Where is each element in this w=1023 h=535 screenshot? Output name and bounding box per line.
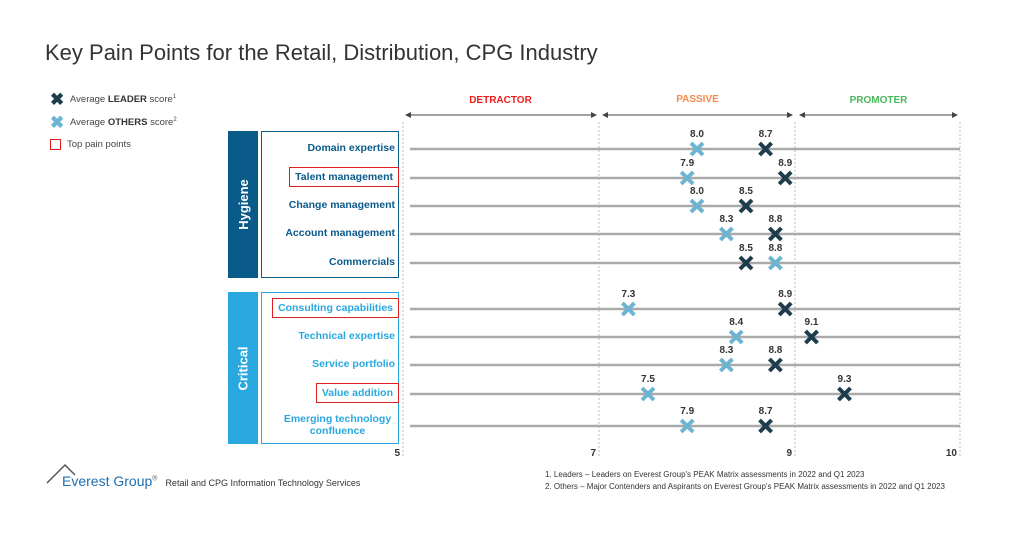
leader-value-label: 8.8 [768, 214, 782, 225]
row-label: Service portfolio [312, 358, 395, 370]
row-label: Value addition [315, 383, 399, 403]
critical-box [261, 292, 399, 444]
footer-subtitle: Retail and CPG Information Technology Se… [165, 478, 361, 488]
leader-marker [804, 329, 819, 345]
leader-x-icon: ✖ [50, 90, 65, 109]
others-value-label: 7.5 [641, 374, 655, 385]
leader-marker [738, 198, 754, 214]
zone-promoter: PROMOTER [849, 95, 908, 106]
leader-value-label: 8.7 [759, 129, 773, 140]
leader-marker [767, 226, 783, 242]
others-value-label: 8.4 [729, 317, 743, 328]
others-marker [718, 357, 734, 373]
row-label: Emerging technology confluence [283, 413, 392, 437]
others-marker [679, 170, 695, 186]
legend-leader-text: Average LEADER score1 [70, 94, 177, 106]
others-marker [640, 386, 656, 402]
zone-passive: PASSIVE [676, 94, 719, 105]
others-marker [620, 301, 636, 317]
others-value-label: 8.8 [768, 243, 782, 254]
everest-logo [45, 463, 85, 485]
page-title: Key Pain Points for the Retail, Distribu… [45, 40, 598, 65]
row-label: Domain expertise [307, 142, 395, 154]
legend-others-text: Average OTHERS score2 [70, 117, 177, 129]
row-label: Talent management [289, 167, 399, 187]
legend-top: Top pain points [50, 139, 131, 150]
others-x-icon: ✖ [50, 113, 65, 132]
footnote-1: 1. Leaders – Leaders on Everest Group's … [545, 470, 865, 479]
legend-leader: ✖ Average LEADER score1 [50, 90, 177, 109]
others-value-label: 7.9 [680, 158, 694, 169]
others-marker [689, 141, 705, 157]
leader-value-label: 8.9 [778, 158, 792, 169]
row-label: Technical expertise [298, 330, 395, 342]
legend-others: ✖ Average OTHERS score2 [50, 113, 177, 132]
others-marker [728, 329, 744, 345]
leader-value-label: 9.3 [838, 374, 852, 385]
row-label: Consulting capabilities [272, 298, 399, 318]
x-tick-label: 9 [786, 448, 792, 459]
leader-value-label: 8.5 [739, 186, 753, 197]
others-marker [689, 198, 705, 214]
brand-name: Everest Group® [62, 473, 158, 489]
others-value-label: 8.3 [719, 345, 733, 356]
leader-value-label: 8.9 [778, 289, 792, 300]
red-box-icon [50, 139, 61, 150]
leader-value-label: 8.7 [759, 406, 773, 417]
category-critical: Critical [228, 292, 258, 444]
leader-marker [758, 141, 774, 157]
leader-marker [777, 170, 793, 186]
others-marker [679, 418, 695, 434]
row-label: Account management [285, 227, 395, 239]
leader-marker [767, 357, 783, 373]
leader-value-label: 8.8 [768, 345, 782, 356]
hygiene-box [261, 131, 399, 278]
others-marker [767, 255, 783, 271]
leader-value-label: 8.5 [739, 243, 753, 254]
x-tick-label: 5 [394, 448, 400, 459]
zone-detractor: DETRACTOR [469, 95, 532, 106]
x-tick-label: 10 [946, 448, 958, 459]
category-hygiene: Hygiene [228, 131, 258, 278]
leader-marker [837, 386, 852, 402]
leader-value-label: 9.1 [805, 317, 819, 328]
row-label: Commercials [329, 256, 395, 268]
footer-brand-row: Everest Group® Retail and CPG Informatio… [62, 473, 360, 489]
others-value-label: 8.3 [719, 214, 733, 225]
others-value-label: 8.0 [690, 186, 704, 197]
legend-top-text: Top pain points [67, 139, 131, 150]
others-value-label: 7.3 [621, 289, 635, 300]
leader-marker [758, 418, 774, 434]
others-value-label: 8.0 [690, 129, 704, 140]
footnote-2: 2. Others – Major Contenders and Aspiran… [545, 482, 945, 491]
leader-marker [738, 255, 754, 271]
others-value-label: 7.9 [680, 406, 694, 417]
others-marker [718, 226, 734, 242]
row-label: Change management [288, 199, 395, 211]
leader-marker [777, 301, 793, 317]
x-tick-label: 7 [590, 448, 596, 459]
